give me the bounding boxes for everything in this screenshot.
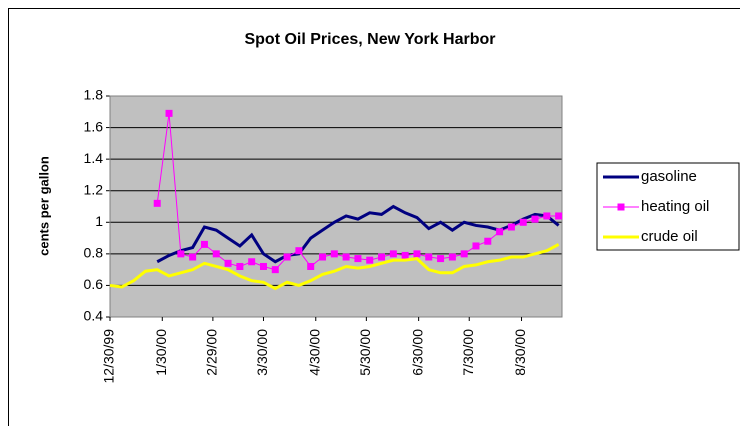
- point-marker: [354, 255, 362, 263]
- point-marker: [366, 256, 374, 264]
- point-marker: [507, 223, 515, 231]
- point-marker: [189, 253, 197, 261]
- point-marker: [283, 253, 291, 261]
- legend-label: crude oil: [641, 228, 698, 245]
- point-marker: [342, 253, 350, 261]
- y-tick-label: 1: [95, 213, 103, 229]
- plot-border: [109, 95, 563, 318]
- point-marker: [401, 251, 409, 259]
- x-tick-label: 3/30/00: [254, 329, 270, 376]
- x-tick-label: 2/29/00: [204, 329, 220, 376]
- y-tick-label: 1.4: [84, 150, 104, 166]
- point-marker: [437, 255, 445, 263]
- plot-area: [110, 96, 562, 317]
- point-marker: [425, 253, 433, 261]
- point-marker: [413, 250, 421, 258]
- point-marker: [177, 250, 185, 258]
- x-tick-label: 1/30/00: [153, 329, 169, 376]
- point-marker: [496, 228, 504, 236]
- y-tick-label: 1.8: [84, 87, 104, 103]
- point-marker: [248, 258, 256, 266]
- x-tick-label: 5/30/00: [357, 329, 373, 376]
- point-marker: [460, 250, 468, 258]
- x-tick-label: 6/30/00: [409, 329, 425, 376]
- point-marker: [271, 266, 279, 274]
- point-marker: [212, 250, 220, 258]
- point-marker: [448, 253, 456, 261]
- point-marker: [236, 262, 244, 270]
- y-tick-label: 0.8: [84, 245, 104, 261]
- x-tick-label: 4/30/00: [306, 329, 322, 376]
- point-marker: [543, 212, 551, 220]
- point-marker: [307, 262, 315, 270]
- point-marker: [389, 250, 397, 258]
- y-tick-label: 0.4: [84, 308, 104, 324]
- chart-title: Spot Oil Prices, New York Harbor: [244, 31, 495, 48]
- point-marker: [259, 262, 267, 270]
- legend-label: gasoline: [641, 168, 697, 185]
- point-marker: [330, 250, 338, 258]
- y-tick-label: 1.2: [84, 181, 104, 197]
- x-tick-label: 7/30/00: [460, 329, 476, 376]
- point-marker: [531, 215, 539, 223]
- point-marker: [200, 240, 208, 248]
- y-tick-label: 1.6: [84, 118, 104, 134]
- point-marker: [378, 253, 386, 261]
- series-line: [109, 243, 560, 291]
- x-tick-label: 12/30/99: [101, 329, 117, 384]
- point-marker: [165, 109, 173, 117]
- y-axis-label: cents per gallon: [36, 156, 51, 256]
- legend-marker: [617, 203, 625, 211]
- point-marker: [224, 259, 232, 267]
- point-marker: [153, 199, 161, 207]
- point-marker: [319, 253, 327, 261]
- point-marker: [555, 212, 563, 220]
- point-marker: [295, 247, 303, 255]
- series-line: [156, 204, 560, 264]
- point-marker: [519, 218, 527, 226]
- point-marker: [484, 237, 492, 245]
- x-tick-label: 8/30/00: [512, 329, 528, 376]
- y-tick-label: 0.6: [84, 276, 104, 292]
- legend-label: heating oil: [641, 198, 709, 215]
- point-marker: [472, 242, 480, 250]
